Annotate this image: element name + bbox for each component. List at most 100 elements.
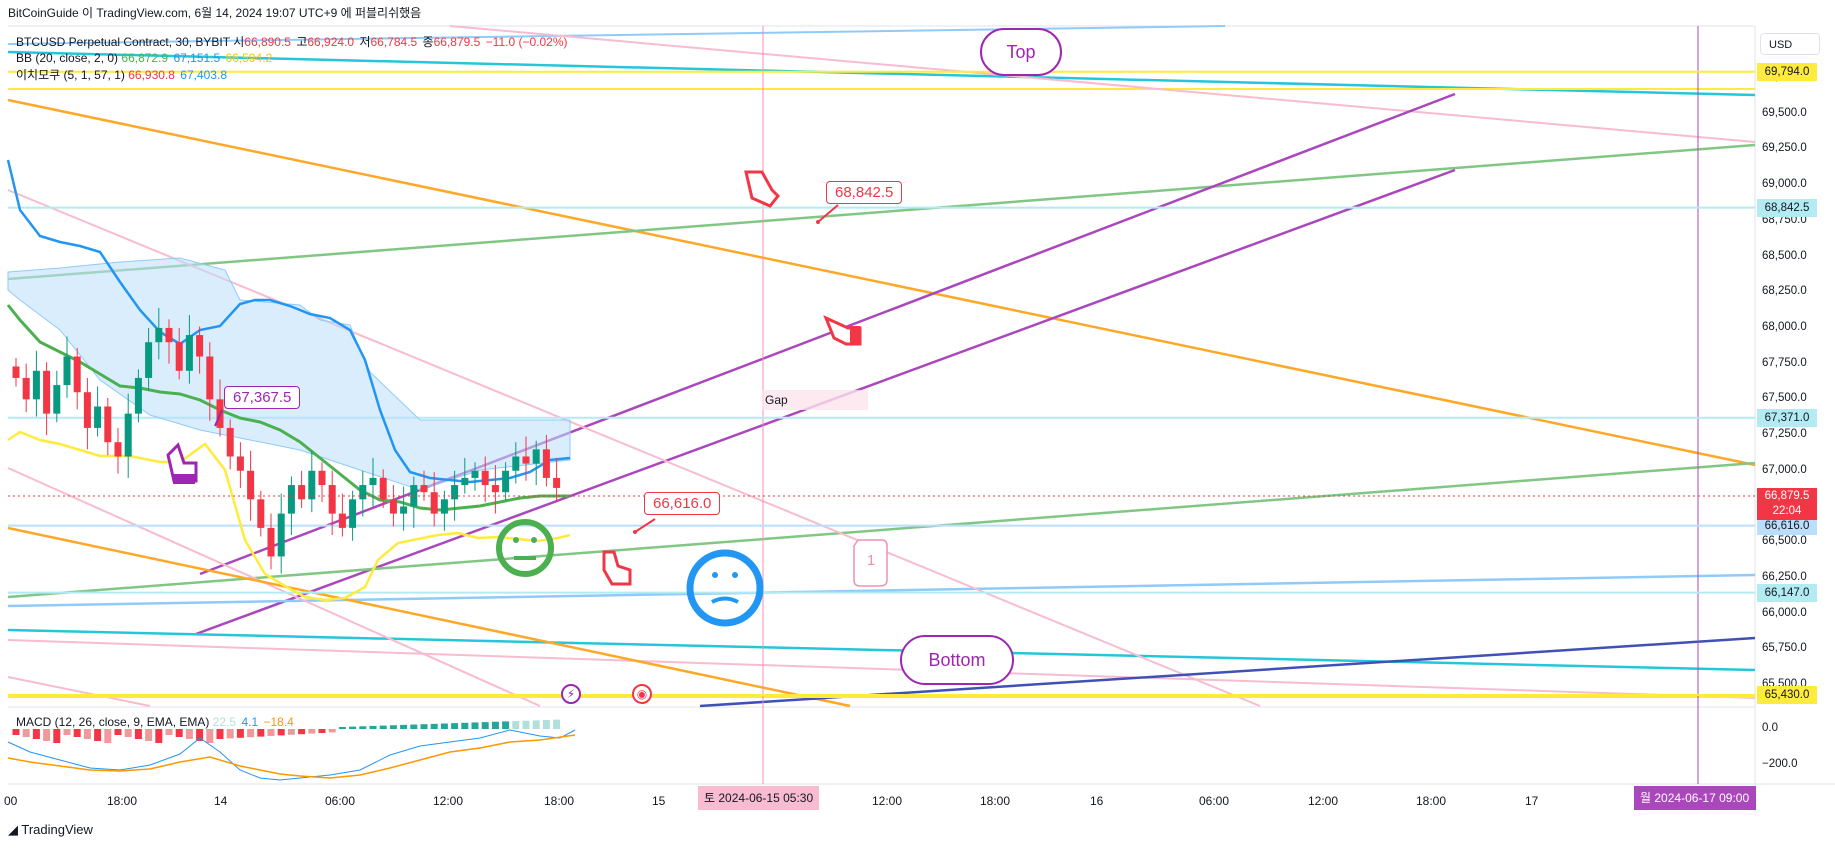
candle-body bbox=[104, 406, 112, 443]
currency-selector[interactable]: USD bbox=[1760, 33, 1820, 55]
blue-lower-line bbox=[7, 573, 1756, 608]
pink-lower-line-1 bbox=[7, 639, 1756, 699]
macd-histogram-bar bbox=[512, 721, 520, 729]
ichimoku-cloud bbox=[7, 257, 571, 491]
price-axis-tick: 69,250.0 bbox=[1762, 142, 1807, 155]
price-callout-66616[interactable]: 66,616.0 bbox=[644, 492, 721, 515]
gap-label[interactable]: Gap bbox=[765, 393, 788, 407]
macd-histogram-bar bbox=[277, 729, 285, 736]
candle-body bbox=[491, 485, 499, 493]
bb-label: BB (20, close, 2, 0) bbox=[16, 51, 119, 65]
macd-histogram-bar bbox=[124, 729, 132, 737]
macd-histogram-bar bbox=[287, 729, 295, 735]
candle-body bbox=[43, 370, 51, 414]
macd-histogram-bar bbox=[318, 729, 326, 733]
candle-body bbox=[430, 492, 438, 514]
symbol-legend[interactable]: BTCUSD Perpetual Contract, 30, BYBIT 시66… bbox=[16, 34, 570, 50]
bb-legend[interactable]: BB (20, close, 2, 0) 66,872.9 67,151.5 6… bbox=[16, 50, 274, 66]
price-level-label: 66,616.0 bbox=[1757, 516, 1817, 535]
macd-histogram-bar bbox=[369, 725, 377, 729]
macd-histogram-bar bbox=[236, 729, 244, 738]
number-marker[interactable]: 1 bbox=[866, 552, 876, 569]
macd-histogram-bar bbox=[471, 722, 479, 729]
close-value: 66,879.5 bbox=[433, 35, 481, 49]
macd-histogram-bar bbox=[267, 729, 275, 736]
macd-histogram-bar bbox=[338, 727, 346, 729]
price-axis-tick: 66,250.0 bbox=[1762, 570, 1807, 583]
macd-histogram-bar bbox=[542, 720, 550, 729]
macd-histogram-bar bbox=[206, 729, 214, 743]
macd-histogram-bar bbox=[308, 729, 316, 734]
price-callout-67367[interactable]: 67,367.5 bbox=[224, 386, 301, 409]
macd-histogram-bar bbox=[12, 729, 20, 735]
price-callout-68842[interactable]: 68,842.5 bbox=[826, 181, 903, 204]
candle-body bbox=[32, 370, 40, 400]
candle-body bbox=[145, 342, 153, 378]
macd-histogram-bar bbox=[104, 729, 112, 743]
candle-body bbox=[165, 327, 173, 343]
price-axis-tick: 66,000.0 bbox=[1762, 606, 1807, 619]
macd-histogram-bar bbox=[420, 724, 428, 729]
time-axis-tick: 06:00 bbox=[1199, 794, 1230, 808]
macd-histogram-bar bbox=[532, 720, 540, 729]
macd-axis-tick: 0.0 bbox=[1762, 722, 1778, 734]
candle-body bbox=[522, 456, 530, 464]
candle-body bbox=[389, 499, 397, 514]
candle-body bbox=[308, 470, 316, 500]
orange-lower-line bbox=[7, 526, 851, 708]
change-value: −11.0 (−0.02%) bbox=[485, 35, 568, 49]
macd-histogram-bar bbox=[257, 729, 265, 737]
time-axis-tick: 12:00 bbox=[433, 794, 464, 808]
candle-body bbox=[124, 413, 132, 457]
macd-histogram-bar bbox=[400, 724, 408, 729]
candle-body bbox=[94, 406, 102, 428]
candle-body bbox=[257, 499, 265, 528]
candle-body bbox=[73, 356, 81, 393]
time-axis-tick: 18:00 bbox=[1416, 794, 1447, 808]
tradingview-brand: TradingView bbox=[21, 822, 93, 837]
macd-histogram-bar bbox=[43, 729, 51, 741]
top-teal-line bbox=[7, 50, 1756, 97]
time-axis-tick: 16 bbox=[1090, 794, 1104, 808]
candle-body bbox=[379, 477, 387, 500]
candle-body bbox=[532, 449, 540, 464]
macd-histogram-bar bbox=[451, 723, 459, 729]
ichimoku-value-2: 67,403.8 bbox=[180, 68, 227, 82]
macd-signal-value: −18.4 bbox=[263, 715, 294, 729]
candle-body bbox=[542, 449, 550, 478]
candle-body bbox=[349, 499, 357, 528]
last-price-value: 66,879.5 bbox=[1764, 490, 1810, 502]
us-flag-icon[interactable]: ◉ bbox=[632, 684, 652, 704]
ichimoku-legend[interactable]: 이치모쿠 (5, 1, 57, 1) 66,930.8 67,403.8 bbox=[16, 67, 229, 83]
publish-header: BitCoinGuide 이 TradingView.com, 6월 14, 2… bbox=[8, 6, 422, 20]
candle-body bbox=[247, 470, 255, 500]
candle-body bbox=[318, 470, 326, 486]
candle-body bbox=[12, 366, 20, 378]
bottom-label-bubble[interactable]: Bottom bbox=[900, 635, 1014, 685]
macd-pane bbox=[12, 719, 561, 743]
lightning-icon[interactable]: ⚡ bbox=[561, 684, 581, 704]
candle-body bbox=[502, 470, 510, 493]
macd-legend[interactable]: MACD (12, 26, close, 9, EMA, EMA) 22.5 4… bbox=[16, 714, 296, 730]
time-highlight-right: 월 2024-06-17 09:00 bbox=[1634, 786, 1756, 810]
macd-histogram-bar bbox=[481, 722, 489, 729]
candle-body bbox=[451, 485, 459, 500]
confused-face-icon bbox=[686, 549, 764, 627]
top-label-bubble[interactable]: Top bbox=[980, 28, 1062, 76]
macd-hist-value: 22.5 bbox=[212, 715, 237, 729]
number-marker-shape bbox=[853, 539, 888, 587]
tradingview-footer[interactable]: ◢ TradingView bbox=[8, 822, 93, 838]
candle-body bbox=[185, 335, 193, 371]
macd-histogram-bar bbox=[389, 725, 397, 729]
blue-indicator-line bbox=[6, 159, 571, 484]
macd-histogram-bar bbox=[22, 729, 30, 737]
hand-pointer-red-icon-1 bbox=[744, 170, 781, 208]
candle-body bbox=[481, 470, 489, 486]
macd-histogram-bar bbox=[175, 729, 183, 737]
candle-body bbox=[83, 392, 91, 428]
teal-lower-line bbox=[7, 628, 1756, 672]
macd-histogram-bar bbox=[226, 729, 234, 739]
macd-line-value: 4.1 bbox=[241, 715, 259, 729]
yellow-indicator-line bbox=[7, 430, 571, 602]
